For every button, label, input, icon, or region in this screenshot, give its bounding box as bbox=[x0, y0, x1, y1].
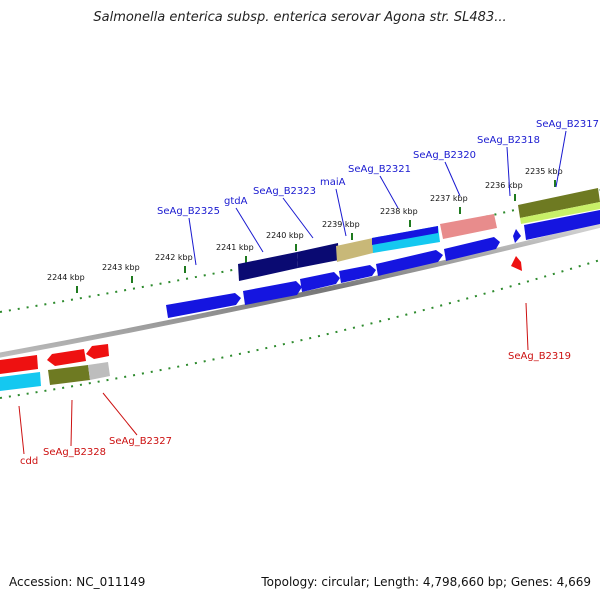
gene-maiA bbox=[336, 238, 373, 262]
kbp-tick-label: 2235 kbp bbox=[525, 167, 563, 176]
gene-features bbox=[0, 188, 600, 391]
gene-arrow bbox=[444, 237, 500, 261]
gene-label-text: cdd bbox=[20, 456, 38, 467]
kbp-tick: 2239 kbp bbox=[322, 220, 360, 240]
accession-label: Accession: NC_011149 bbox=[9, 575, 146, 589]
kbp-tick-label: 2238 kbp bbox=[380, 207, 418, 216]
kbp-tick: 2235 kbp bbox=[525, 167, 563, 187]
kbp-tick: 2240 kbp bbox=[266, 231, 304, 251]
gene-label-text: gtdA bbox=[224, 196, 248, 207]
gene-label-text: maiA bbox=[320, 177, 346, 188]
kbp-tick-label: 2240 kbp bbox=[266, 231, 304, 240]
gene-label-SeAg_B2318: SeAg_B2318 bbox=[477, 135, 540, 197]
kbp-tick: 2236 kbp bbox=[485, 181, 523, 201]
gene-label-SeAg_B2327: SeAg_B2327 bbox=[102, 392, 172, 447]
gene-SeAg_B2317-band bbox=[520, 202, 600, 224]
gene-label-text: SeAg_B2323 bbox=[253, 186, 316, 197]
gene-arrow bbox=[243, 281, 302, 305]
gene-SeAg_B2317 bbox=[518, 188, 600, 218]
gene-label-text: SeAg_B2328 bbox=[43, 447, 106, 458]
gene-SeAg_B2321-band bbox=[372, 226, 438, 245]
gene-cyan-reverse bbox=[0, 372, 41, 391]
topology-label: Topology: circular; Length: 4,798,660 bp… bbox=[261, 575, 591, 589]
genome-backbone bbox=[0, 222, 600, 358]
gene-SeAg_B2318 bbox=[513, 229, 521, 243]
gene-label-gtdA: gtdA bbox=[224, 196, 264, 253]
gene-label-maiA: maiA bbox=[320, 177, 347, 237]
kbp-tick-label: 2236 kbp bbox=[485, 181, 523, 190]
kbp-tick: 2237 kbp bbox=[430, 194, 468, 214]
gene-label-SeAg_B2320: SeAg_B2320 bbox=[413, 150, 476, 197]
gene-label-text: SeAg_B2321 bbox=[348, 164, 411, 175]
kbp-tick: 2243 kbp bbox=[102, 263, 140, 283]
gene-arrow bbox=[376, 250, 443, 276]
gene-SeAg_B2328 bbox=[47, 349, 86, 366]
gene-arrow bbox=[339, 265, 376, 283]
gene-gtdA bbox=[238, 252, 298, 281]
gene-label-SeAg_B2319: SeAg_B2319 bbox=[508, 302, 571, 362]
gene-label-text: SeAg_B2318 bbox=[477, 135, 540, 146]
gene-label-text: SeAg_B2319 bbox=[508, 351, 571, 362]
gene-label-SeAg_B2325: SeAg_B2325 bbox=[157, 206, 220, 266]
gene-label-text: SeAg_B2317 bbox=[536, 119, 599, 130]
gene-label-cdd: cdd bbox=[18, 405, 38, 467]
gene-arrow bbox=[166, 293, 241, 318]
gene-SeAg_B2327 bbox=[86, 344, 109, 359]
gene-gray-reverse bbox=[88, 362, 110, 380]
gene-label-text: SeAg_B2327 bbox=[109, 436, 172, 447]
kbp-tick-label: 2243 kbp bbox=[102, 263, 140, 272]
kbp-tick-label: 2241 kbp bbox=[216, 243, 254, 252]
kbp-tick: 2241 kbp bbox=[216, 243, 254, 263]
gene-labels: SeAg_B2317 SeAg_B2318SeAg_B2320SeAg_B2321… bbox=[18, 119, 599, 467]
kbp-tick: 2242 kbp bbox=[155, 253, 193, 273]
kbp-tick-label: 2244 kbp bbox=[47, 273, 85, 282]
gene-arrow bbox=[300, 272, 340, 292]
gene-label-SeAg_B2323: SeAg_B2323 bbox=[253, 186, 316, 239]
gene-SeAg_B2320 bbox=[440, 214, 497, 239]
gene-label-SeAg_B2321: SeAg_B2321 bbox=[348, 164, 411, 209]
gene-label-text: SeAg_B2320 bbox=[413, 150, 476, 161]
gene-SeAg_B2319 bbox=[511, 256, 522, 271]
gene-label-SeAg_B2328: SeAg_B2328 bbox=[43, 399, 106, 458]
gene-SeAg_B2323 bbox=[297, 243, 339, 268]
kbp-tick-label: 2237 kbp bbox=[430, 194, 468, 203]
gene-label-text: SeAg_B2325 bbox=[157, 206, 220, 217]
map-title: Salmonella enterica subsp. enterica sero… bbox=[93, 10, 507, 25]
gene-cdd bbox=[0, 355, 38, 374]
gene-label-SeAg_B2317: SeAg_B2317 bbox=[536, 119, 599, 188]
kbp-tick-label: 2239 kbp bbox=[322, 220, 360, 229]
gene-olive-reverse bbox=[48, 365, 90, 385]
kbp-tick: 2244 kbp bbox=[47, 273, 85, 293]
kbp-tick-label: 2242 kbp bbox=[155, 253, 193, 262]
gene-arrow bbox=[524, 210, 600, 240]
kbp-tick: 2238 kbp bbox=[380, 207, 418, 227]
